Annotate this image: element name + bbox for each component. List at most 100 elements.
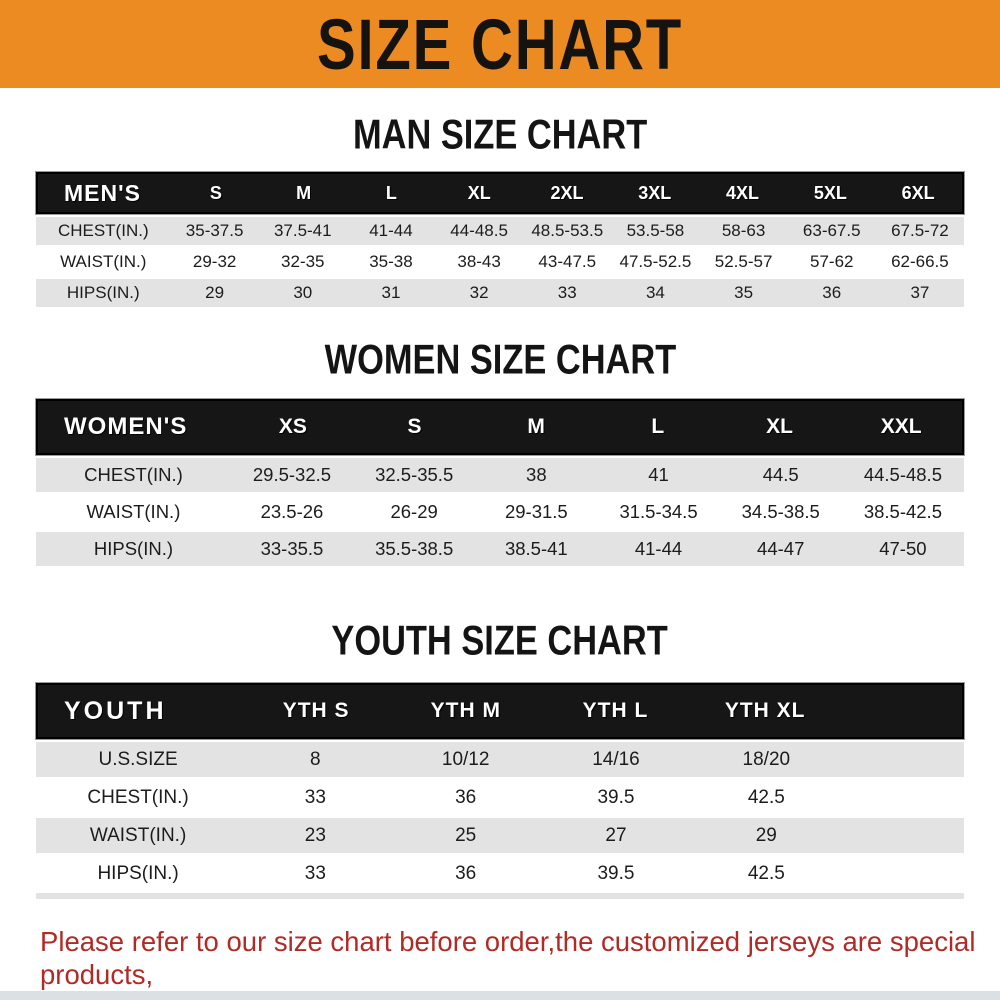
size-column-header: M (296, 182, 312, 203)
size-value-cell: 25 (455, 824, 477, 846)
size-value-cell: 35-37.5 (185, 221, 244, 240)
man-section-title: MAN SIZE CHART (0, 112, 1000, 158)
size-value-cell: 33 (557, 283, 577, 302)
size-value-cell: 36 (455, 862, 477, 884)
size-value-cell: 47.5-52.5 (619, 252, 692, 271)
size-value-cell: 63-67.5 (802, 221, 861, 240)
row-label: HIPS(IN.) (66, 283, 140, 302)
table-row: U.S.SIZE 8 10/12 14/16 18/20 (36, 742, 964, 777)
size-column-header: 6XL (901, 182, 935, 203)
size-column-header: 4XL (726, 182, 760, 203)
row-label: CHEST(IN.) (57, 221, 149, 240)
size-value-cell: 67.5-72 (891, 221, 949, 240)
youth-table-underline (36, 893, 964, 899)
size-value-cell: 34.5-38.5 (741, 501, 820, 522)
size-value-cell: 62-66.5 (891, 252, 949, 271)
size-value-cell: 32.5-35.5 (375, 464, 454, 485)
size-value-cell: 57-62 (810, 252, 854, 271)
size-column-header: 3XL (638, 182, 672, 203)
size-value-cell: 32 (469, 283, 489, 302)
size-column-header: 5XL (813, 182, 847, 203)
size-value-cell: 30 (293, 283, 313, 302)
size-value-cell: 29-32 (192, 252, 237, 271)
man-section-title-text: MAN SIZE CHART (352, 111, 648, 159)
size-value-cell: 41-44 (369, 221, 413, 240)
table-row: HIPS(IN.) 33 36 39.5 42.5 (36, 856, 964, 891)
table-row: WAIST(IN.) 23.5-26 26-29 29-31.5 31.5-34.5 34… (36, 495, 964, 529)
table-row: HIPS(IN.) 33-35.5 35.5-38.5 38.5-41 41-44 44-… (36, 532, 964, 566)
size-column-header: XXL (880, 415, 922, 438)
size-value-cell: 37.5-41 (273, 221, 332, 240)
table-row: WAIST(IN.) 29-32 32-35 35-38 38-43 43-47.5 47.… (36, 248, 964, 276)
size-column-header: S (209, 182, 222, 203)
youth-section-title-text: YOUTH SIZE CHART (331, 617, 669, 665)
row-label: HIPS(IN.) (93, 538, 173, 559)
size-value-cell: 10/12 (441, 748, 490, 770)
size-value-cell: 29.5-32.5 (252, 464, 332, 485)
size-column-header: YTH XL (724, 699, 806, 722)
size-value-cell: 33 (304, 862, 326, 884)
women-section-title: WOMEN SIZE CHART (0, 337, 1000, 383)
size-value-cell: 38.5-42.5 (863, 501, 942, 522)
size-value-cell: 38-43 (457, 252, 501, 271)
size-value-cell: 58-63 (721, 221, 766, 240)
size-column-header: XS (278, 415, 307, 438)
size-value-cell: 52.5-57 (714, 252, 773, 271)
row-label: HIPS(IN.) (97, 862, 179, 884)
row-label: WAIST(IN.) (86, 501, 181, 522)
table-row: CHEST(IN.) 29.5-32.5 32.5-35.5 38 41 44.5 44.5… (36, 458, 964, 492)
size-value-cell: 36 (822, 283, 842, 302)
size-value-cell: 23 (304, 824, 326, 846)
youth-size-table: YOUTH YTH S YTH M YTH L YTH XL U.S.SIZE 8 10/12… (36, 683, 964, 891)
size-value-cell: 48.5-53.5 (531, 221, 604, 240)
size-value-cell: 44.5-48.5 (863, 464, 942, 485)
size-value-cell: 47-50 (879, 538, 927, 559)
table-row: CHEST(IN.) 35-37.5 37.5-41 41-44 44-48.5 48.5… (36, 217, 964, 245)
size-value-cell: 29-31.5 (504, 501, 568, 522)
size-value-cell: 29 (205, 283, 225, 302)
size-column-header: YTH L (582, 699, 649, 722)
size-column-header: XL (467, 182, 491, 203)
size-value-cell: 41-44 (634, 538, 683, 559)
size-value-cell: 53.5-58 (626, 221, 685, 240)
size-value-cell: 27 (605, 824, 627, 846)
size-column-header: 2XL (550, 182, 584, 203)
table-row: HIPS(IN.) 29 30 31 32 33 34 35 36 37 (36, 279, 964, 307)
table-header-label: YOUTH (64, 696, 167, 725)
table-header-bar: MEN'S S M L XL 2XL 3XL 4XL 5XL 6XL (36, 172, 964, 214)
size-value-cell: 39.5 (597, 786, 635, 808)
size-value-cell: 31 (381, 283, 401, 302)
table-row: WAIST(IN.) 23 25 27 29 (36, 818, 964, 853)
womens-size-table: WOMEN'S XS S M L XL XXL CHEST(IN.) 29.5-32.5 32.5… (36, 399, 964, 566)
table-row: CHEST(IN.) 33 36 39.5 42.5 (36, 780, 964, 815)
size-value-cell: 33-35.5 (260, 538, 324, 559)
size-value-cell: 26-29 (390, 501, 438, 522)
size-column-header: S (407, 415, 422, 438)
row-label: U.S.SIZE (98, 748, 178, 770)
size-value-cell: 31.5-34.5 (619, 501, 698, 522)
size-value-cell: 18/20 (742, 748, 791, 770)
size-value-cell: 35.5-38.5 (375, 538, 454, 559)
size-value-cell: 35-38 (369, 252, 413, 271)
women-section-title-text: WOMEN SIZE CHART (324, 336, 676, 384)
size-value-cell: 38 (526, 464, 547, 485)
bottom-edge-strip (0, 991, 1000, 1000)
size-column-header: M (527, 415, 545, 438)
mens-size-table: MEN'S S M L XL 2XL 3XL 4XL 5XL 6XL CHEST(IN.) 35-37… (36, 172, 964, 307)
size-value-cell: 14/16 (592, 748, 640, 770)
banner-title: SIZE CHART (316, 4, 684, 84)
size-value-cell: 32-35 (281, 252, 325, 271)
row-label: WAIST(IN.) (60, 252, 147, 271)
size-value-cell: 38.5-41 (504, 538, 568, 559)
table-header-bar: YOUTH YTH S YTH M YTH L YTH XL (36, 683, 964, 739)
table-header-label: MEN'S (64, 179, 141, 206)
size-value-cell: 8 (310, 748, 321, 770)
size-value-cell: 39.5 (597, 862, 635, 884)
disclaimer-line-1: Please refer to our size chart before or… (40, 926, 976, 990)
size-value-cell: 43-47.5 (538, 252, 597, 271)
size-value-cell: 44.5 (762, 464, 799, 485)
size-value-cell: 29 (755, 824, 777, 846)
banner: SIZE CHART (0, 0, 1000, 88)
row-label: CHEST(IN.) (84, 464, 183, 485)
